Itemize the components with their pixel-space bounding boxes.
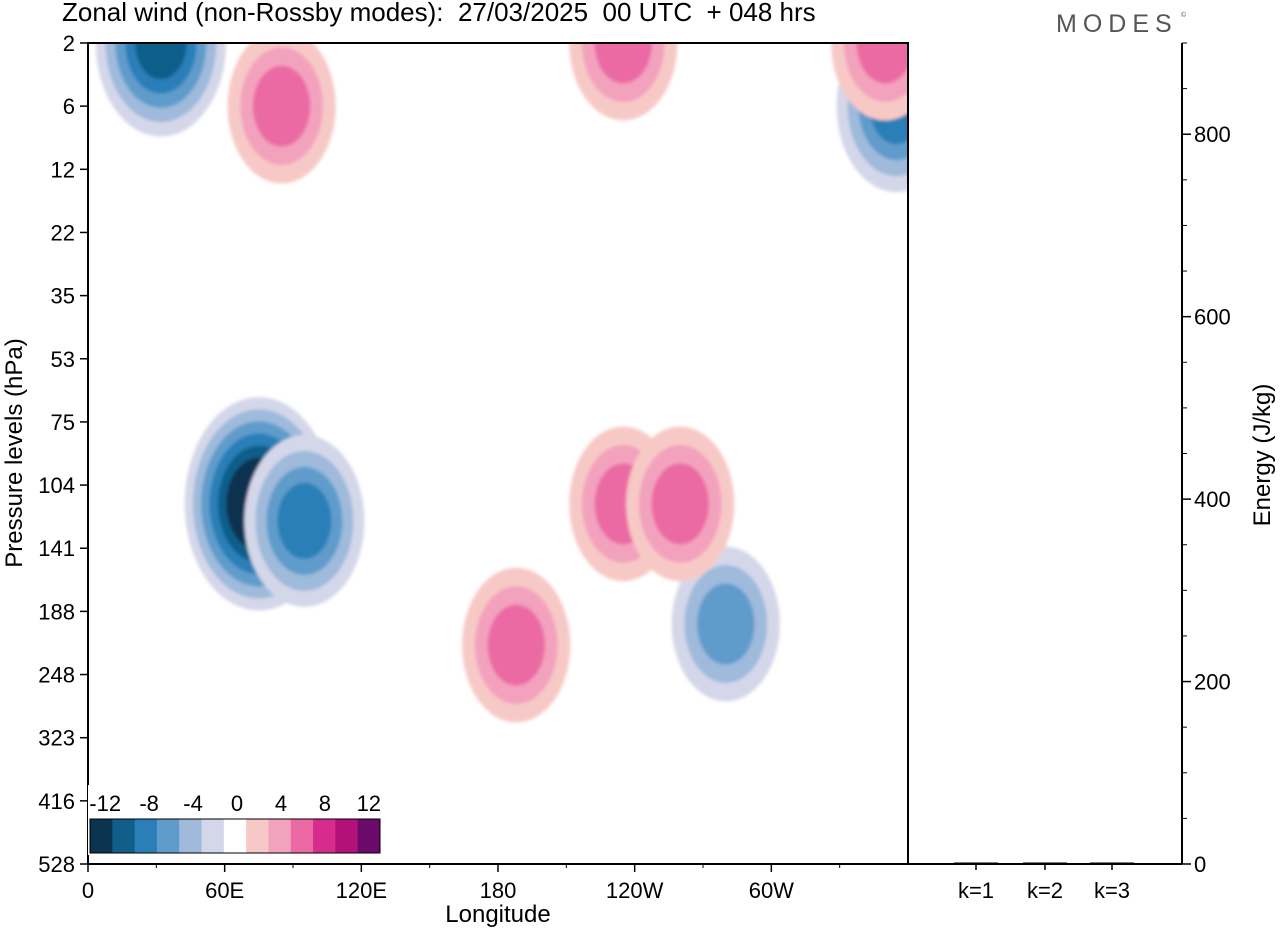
colorbar-swatch — [156, 819, 180, 853]
contour-region-positive-7-6 — [594, 43, 652, 84]
copyright-mark: © — [1181, 12, 1187, 19]
colorbar-label: 0 — [231, 791, 243, 816]
colorbar-label: -12 — [89, 791, 121, 816]
y-tick-label: 416 — [38, 789, 75, 814]
energy-tick-label: 200 — [1194, 670, 1231, 695]
wind-field — [95, 43, 908, 723]
y-tick-label: 528 — [38, 852, 75, 877]
colorbar-swatch — [357, 819, 381, 853]
colorbar-swatch — [112, 819, 136, 853]
y-tick-label: 22 — [51, 220, 75, 245]
energy-category-label: k=2 — [1027, 878, 1063, 903]
colorbar-frame — [89, 818, 381, 854]
x-tick-label: 0 — [82, 878, 94, 903]
y-tick-label: 188 — [38, 599, 75, 624]
y-tick-label: 141 — [38, 536, 75, 561]
energy-tick-label: 400 — [1194, 487, 1231, 512]
colorbar-swatch — [268, 819, 292, 853]
contour-region-positive-6-6 — [252, 65, 311, 147]
modes-logo: MODES — [1056, 10, 1178, 38]
energy-bar-k=1 — [954, 862, 998, 864]
contour-region-negative-2-10 — [135, 43, 187, 80]
y-tick-label: 53 — [51, 347, 75, 372]
energy-tick-label: 800 — [1194, 122, 1231, 147]
y-tick-label: 323 — [38, 726, 75, 751]
colorbar-swatch — [90, 819, 113, 853]
x-tick-label: 60E — [205, 878, 244, 903]
contour-region-positive-5-6 — [487, 604, 545, 686]
y-tick-label: 12 — [51, 157, 75, 182]
chart-title: Zonal wind (non-Rossby modes): 27/03/202… — [62, 0, 816, 27]
colorbar-swatch — [179, 819, 203, 853]
y-tick-label: 104 — [38, 473, 75, 498]
y-tick-label: 75 — [51, 410, 75, 435]
y-tick-label: 248 — [38, 663, 75, 688]
colorbar-swatch — [201, 819, 225, 853]
colorbar-label: 4 — [275, 791, 287, 816]
contour-region-negative-1-8 — [277, 482, 332, 559]
colorbar-swatch — [313, 819, 336, 853]
x-tick-label: 60W — [749, 878, 794, 903]
y-axis: 2 6 12 22 35 53 75 104 141 188 248 323 416 528 — [38, 31, 88, 877]
x-tick-label: 120W — [606, 878, 664, 903]
colorbar-swatch — [223, 819, 247, 853]
colorbar-swatch — [290, 819, 314, 853]
colorbar-swatch — [246, 819, 269, 853]
x-tick-label: 120E — [336, 878, 387, 903]
energy-category-label: k=3 — [1094, 878, 1130, 903]
energy-axis-label: Energy (J/kg) — [1249, 384, 1276, 527]
energy-category-label: k=1 — [958, 878, 994, 903]
energy-bar-k=2 — [1023, 862, 1067, 864]
y-axis-label: Pressure levels (hPa) — [1, 338, 28, 567]
colorbar-legend: -12 -8 -4 0 4 8 12 — [88, 785, 384, 855]
energy-bar-k=3 — [1090, 862, 1134, 864]
y-tick-label: 35 — [51, 284, 75, 309]
colorbar-swatch — [335, 819, 359, 853]
contour-region-positive-8-6 — [856, 43, 908, 84]
x-axis-label: Longitude — [445, 901, 550, 928]
energy-tick-label: 0 — [1194, 852, 1206, 877]
y-tick-label: 2 — [63, 31, 75, 56]
energy-tick-label: 600 — [1194, 305, 1231, 330]
colorbar-label: 12 — [357, 791, 381, 816]
contour-region-positive-10-6 — [651, 463, 709, 545]
colorbar-label: -4 — [183, 791, 203, 816]
x-tick-label: 180 — [480, 878, 517, 903]
colorbar-swatch — [134, 819, 158, 853]
x-axis: 0 60E 120E 180 120W 60W — [82, 864, 841, 903]
colorbar-label: 8 — [319, 791, 331, 816]
colorbar-label: -8 — [139, 791, 159, 816]
y-tick-label: 6 — [63, 94, 75, 119]
energy-panel: 0 200 400 600 800 k=1 k=2 k=3 — [908, 42, 1231, 903]
contour-region-negative-4-6 — [697, 583, 755, 665]
